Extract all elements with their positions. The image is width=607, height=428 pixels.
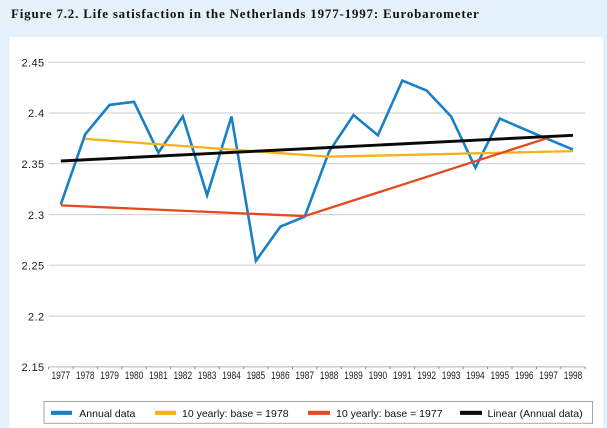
svg-text:2.35: 2.35 [21, 159, 44, 171]
svg-text:1992: 1992 [417, 370, 436, 382]
svg-text:2.45: 2.45 [21, 57, 44, 69]
svg-text:1980: 1980 [125, 370, 144, 382]
svg-text:1988: 1988 [320, 370, 339, 382]
svg-text:1982: 1982 [174, 370, 193, 382]
svg-text:1997: 1997 [539, 370, 558, 382]
svg-text:1995: 1995 [491, 370, 510, 382]
svg-text:1981: 1981 [149, 370, 168, 382]
svg-text:1987: 1987 [295, 370, 314, 382]
svg-text:1977: 1977 [52, 370, 71, 382]
svg-text:Figure 7.2. Life satisfaction: Figure 7.2. Life satisfaction in the Net… [11, 6, 480, 21]
svg-text:2.15: 2.15 [21, 362, 44, 374]
svg-text:1978: 1978 [76, 370, 95, 382]
svg-text:1990: 1990 [369, 370, 388, 382]
svg-text:1986: 1986 [271, 370, 290, 382]
svg-text:2.4: 2.4 [28, 108, 45, 120]
svg-text:2.25: 2.25 [21, 261, 44, 273]
svg-text:1979: 1979 [100, 370, 119, 382]
svg-text:1998: 1998 [564, 370, 583, 382]
svg-text:1996: 1996 [515, 370, 534, 382]
svg-text:2.2: 2.2 [28, 311, 45, 323]
svg-text:2.3: 2.3 [28, 210, 45, 222]
svg-text:1991: 1991 [393, 370, 412, 382]
svg-text:1994: 1994 [466, 370, 485, 382]
svg-text:10 yearly: base = 1977: 10 yearly: base = 1977 [336, 408, 443, 420]
svg-text:1993: 1993 [442, 370, 461, 382]
svg-text:Linear (Annual data): Linear (Annual data) [488, 408, 583, 420]
svg-text:10 yearly: base = 1978: 10 yearly: base = 1978 [182, 408, 289, 420]
svg-text:1985: 1985 [247, 370, 266, 382]
svg-text:Annual data: Annual data [79, 408, 135, 420]
svg-text:1983: 1983 [198, 370, 217, 382]
svg-text:1989: 1989 [344, 370, 363, 382]
svg-text:1984: 1984 [222, 370, 241, 382]
